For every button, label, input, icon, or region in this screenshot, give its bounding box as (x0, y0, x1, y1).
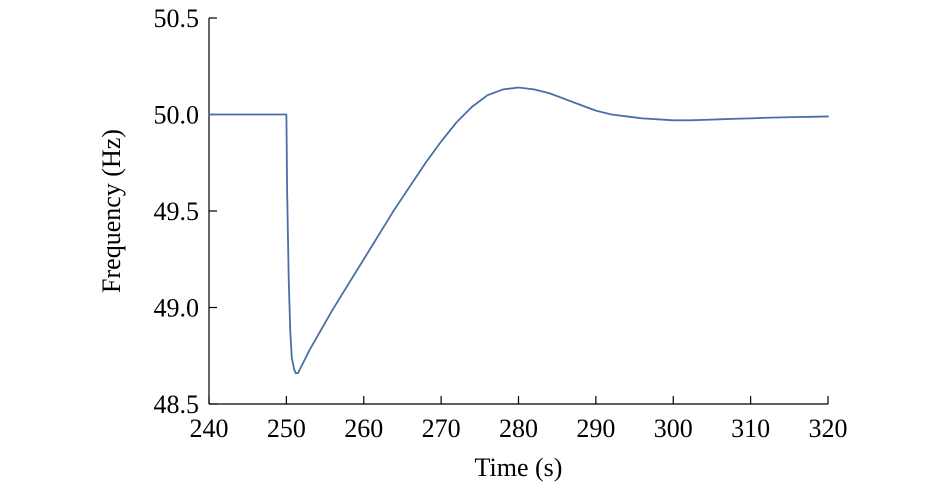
frequency-series-line (208, 86, 829, 375)
y-tick-label: 49.5 (154, 197, 200, 226)
chart-axes: 240 250 260 270 280 290 300 310 320 48.5 49.0 49.5 5… (154, 4, 848, 443)
y-axis-label: Frequency (Hz) (97, 129, 126, 293)
x-tick-label: 280 (499, 414, 538, 443)
y-tick-label: 48.5 (154, 390, 200, 419)
x-tick-label: 240 (190, 414, 229, 443)
y-tick-label: 50.5 (154, 4, 200, 33)
y-tick-label: 49.0 (154, 294, 200, 323)
x-tick-label: 270 (422, 414, 461, 443)
x-tick-label: 300 (654, 414, 693, 443)
x-tick-label: 310 (731, 414, 770, 443)
x-tick-label: 320 (809, 414, 848, 443)
x-tick-label: 260 (344, 414, 383, 443)
x-tick-label: 250 (267, 414, 306, 443)
x-axis-label: Time (s) (475, 453, 563, 482)
plot-area (208, 86, 829, 375)
y-tick-label: 50.0 (154, 101, 200, 130)
x-tick-label: 290 (576, 414, 615, 443)
